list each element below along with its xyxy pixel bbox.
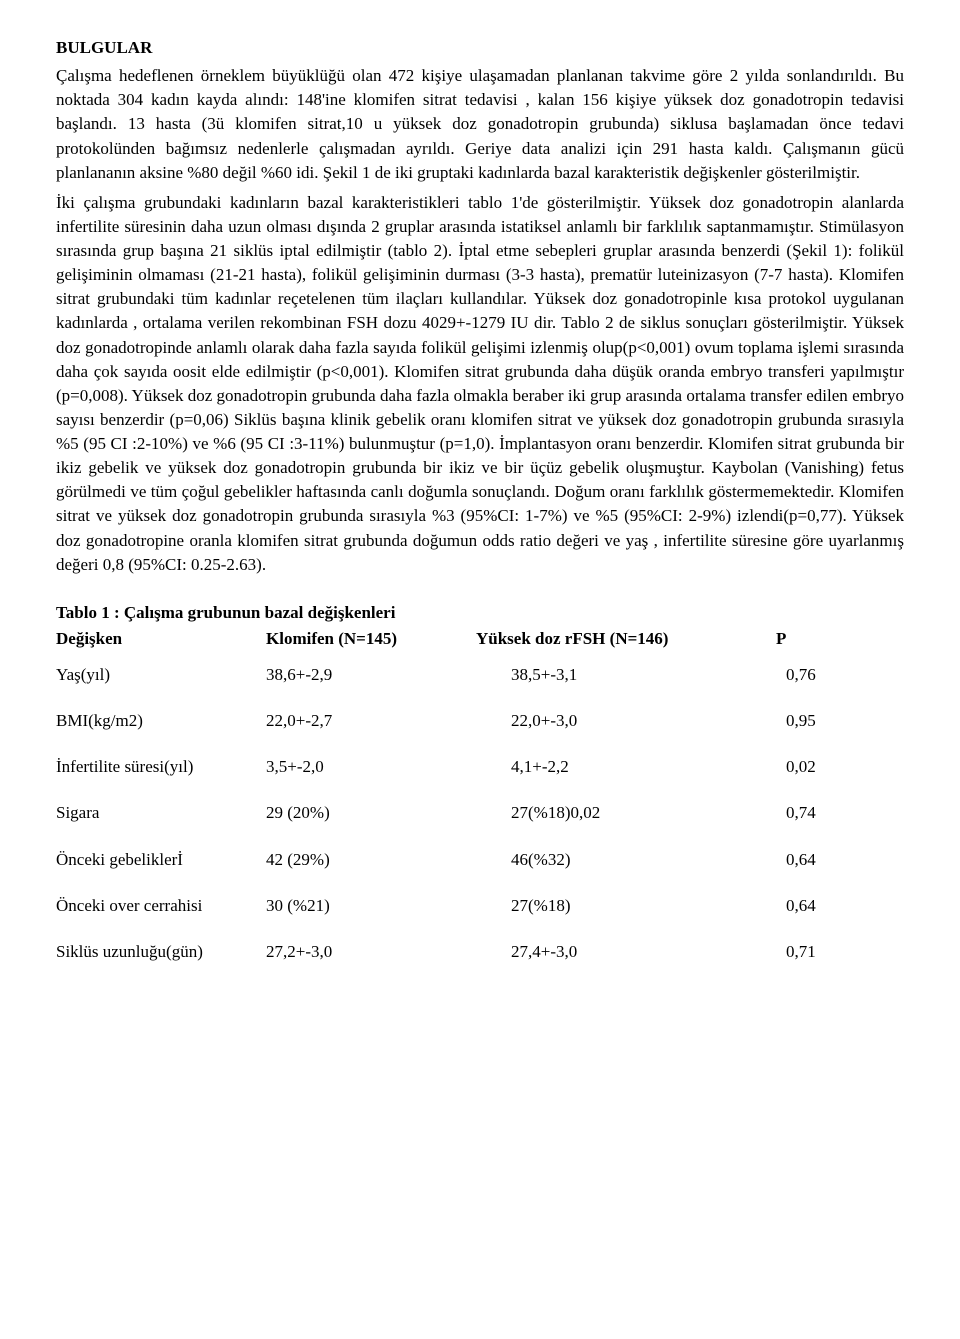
table-1: Tablo 1 : Çalışma grubunun bazal değişke…: [56, 601, 904, 964]
table-row: Yaş(yıl) 38,6+-2,9 38,5+-3,1 0,76: [56, 663, 904, 687]
table-cell: 42 (29%): [266, 848, 511, 872]
table-header-rfsh: Yüksek doz rFSH (N=146): [476, 627, 776, 651]
table-cell: 29 (20%): [266, 801, 511, 825]
table-cell: 0,74: [786, 801, 904, 825]
table-cell: 30 (%21): [266, 894, 511, 918]
table-row: Önceki gebeliklerİ 42 (29%) 46(%32) 0,64: [56, 848, 904, 872]
table-cell: Önceki over cerrahisi: [56, 894, 266, 918]
table-header-row: Değişken Klomifen (N=145) Yüksek doz rFS…: [56, 627, 904, 651]
paragraph-2: İki çalışma grubundaki kadınların bazal …: [56, 191, 904, 577]
table-cell: 3,5+-2,0: [266, 755, 511, 779]
table-cell: 38,5+-3,1: [511, 663, 786, 687]
table-header-klomifen: Klomifen (N=145): [266, 627, 476, 651]
paragraph-1: Çalışma hedeflenen örneklem büyüklüğü ol…: [56, 64, 904, 185]
table-title: Tablo 1 : Çalışma grubunun bazal değişke…: [56, 601, 904, 625]
table-header-variable: Değişken: [56, 627, 266, 651]
table-cell: 0,76: [786, 663, 904, 687]
table-cell: Yaş(yıl): [56, 663, 266, 687]
table-cell: 0,02: [786, 755, 904, 779]
table-cell: Sigara: [56, 801, 266, 825]
table-row: İnfertilite süresi(yıl) 3,5+-2,0 4,1+-2,…: [56, 755, 904, 779]
table-cell: BMI(kg/m2): [56, 709, 266, 733]
table-cell: 0,71: [786, 940, 904, 964]
table-cell: Önceki gebeliklerİ: [56, 848, 266, 872]
table-cell: Siklüs uzunluğu(gün): [56, 940, 266, 964]
table-cell: 46(%32): [511, 848, 786, 872]
table-row: Siklüs uzunluğu(gün) 27,2+-3,0 27,4+-3,0…: [56, 940, 904, 964]
table-cell: 22,0+-3,0: [511, 709, 786, 733]
section-heading: BULGULAR: [56, 36, 904, 60]
table-cell: 0,95: [786, 709, 904, 733]
table-cell: 38,6+-2,9: [266, 663, 511, 687]
table-cell: 27(%18): [511, 894, 786, 918]
table-cell: 4,1+-2,2: [511, 755, 786, 779]
table-cell: 0,64: [786, 894, 904, 918]
table-cell: 27(%18)0,02: [511, 801, 786, 825]
table-cell: 0,64: [786, 848, 904, 872]
table-cell: 27,2+-3,0: [266, 940, 511, 964]
table-cell: İnfertilite süresi(yıl): [56, 755, 266, 779]
table-cell: 27,4+-3,0: [511, 940, 786, 964]
table-header-p: P: [776, 627, 904, 651]
table-cell: 22,0+-2,7: [266, 709, 511, 733]
table-row: BMI(kg/m2) 22,0+-2,7 22,0+-3,0 0,95: [56, 709, 904, 733]
table-row: Önceki over cerrahisi 30 (%21) 27(%18) 0…: [56, 894, 904, 918]
table-row: Sigara 29 (20%) 27(%18)0,02 0,74: [56, 801, 904, 825]
